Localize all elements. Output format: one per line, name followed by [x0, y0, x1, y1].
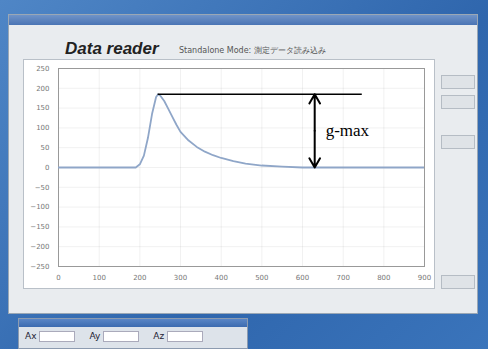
svg-text:−150: −150 — [30, 223, 49, 231]
html-text:Ay: Ay — [89, 331, 101, 341]
svg-text:300: 300 — [174, 274, 187, 282]
html-text:Standalone Mode: 測定データ読み込み: Standalone Mode: 測定データ読み込み — [179, 46, 326, 55]
svg-text:500: 500 — [255, 274, 268, 282]
svg-text:200: 200 — [36, 85, 49, 93]
svg-text:400: 400 — [214, 274, 227, 282]
svg-text:700: 700 — [336, 274, 349, 282]
svg-text:−50: −50 — [35, 184, 50, 192]
svg-text:600: 600 — [296, 274, 309, 282]
svg-text:900: 900 — [418, 274, 431, 282]
html-text:Data reader: Data reader — [65, 39, 159, 58]
svg-text:100: 100 — [36, 124, 49, 132]
svg-text:800: 800 — [377, 274, 390, 282]
svg-text:200: 200 — [133, 274, 146, 282]
html-text:Ax: Ax — [25, 331, 37, 341]
svg-text:150: 150 — [36, 104, 49, 112]
svg-text:250: 250 — [36, 65, 49, 73]
svg-text:−200: −200 — [30, 243, 49, 251]
svg-text:g-max: g-max — [326, 121, 370, 140]
svg-text:−250: −250 — [30, 263, 49, 271]
svg-text:100: 100 — [92, 274, 105, 282]
html-text:Az: Az — [153, 331, 165, 341]
svg-text:−100: −100 — [30, 203, 49, 211]
svg-text:50: 50 — [41, 144, 50, 152]
svg-text:0: 0 — [45, 164, 49, 172]
svg-text:0: 0 — [56, 274, 60, 282]
